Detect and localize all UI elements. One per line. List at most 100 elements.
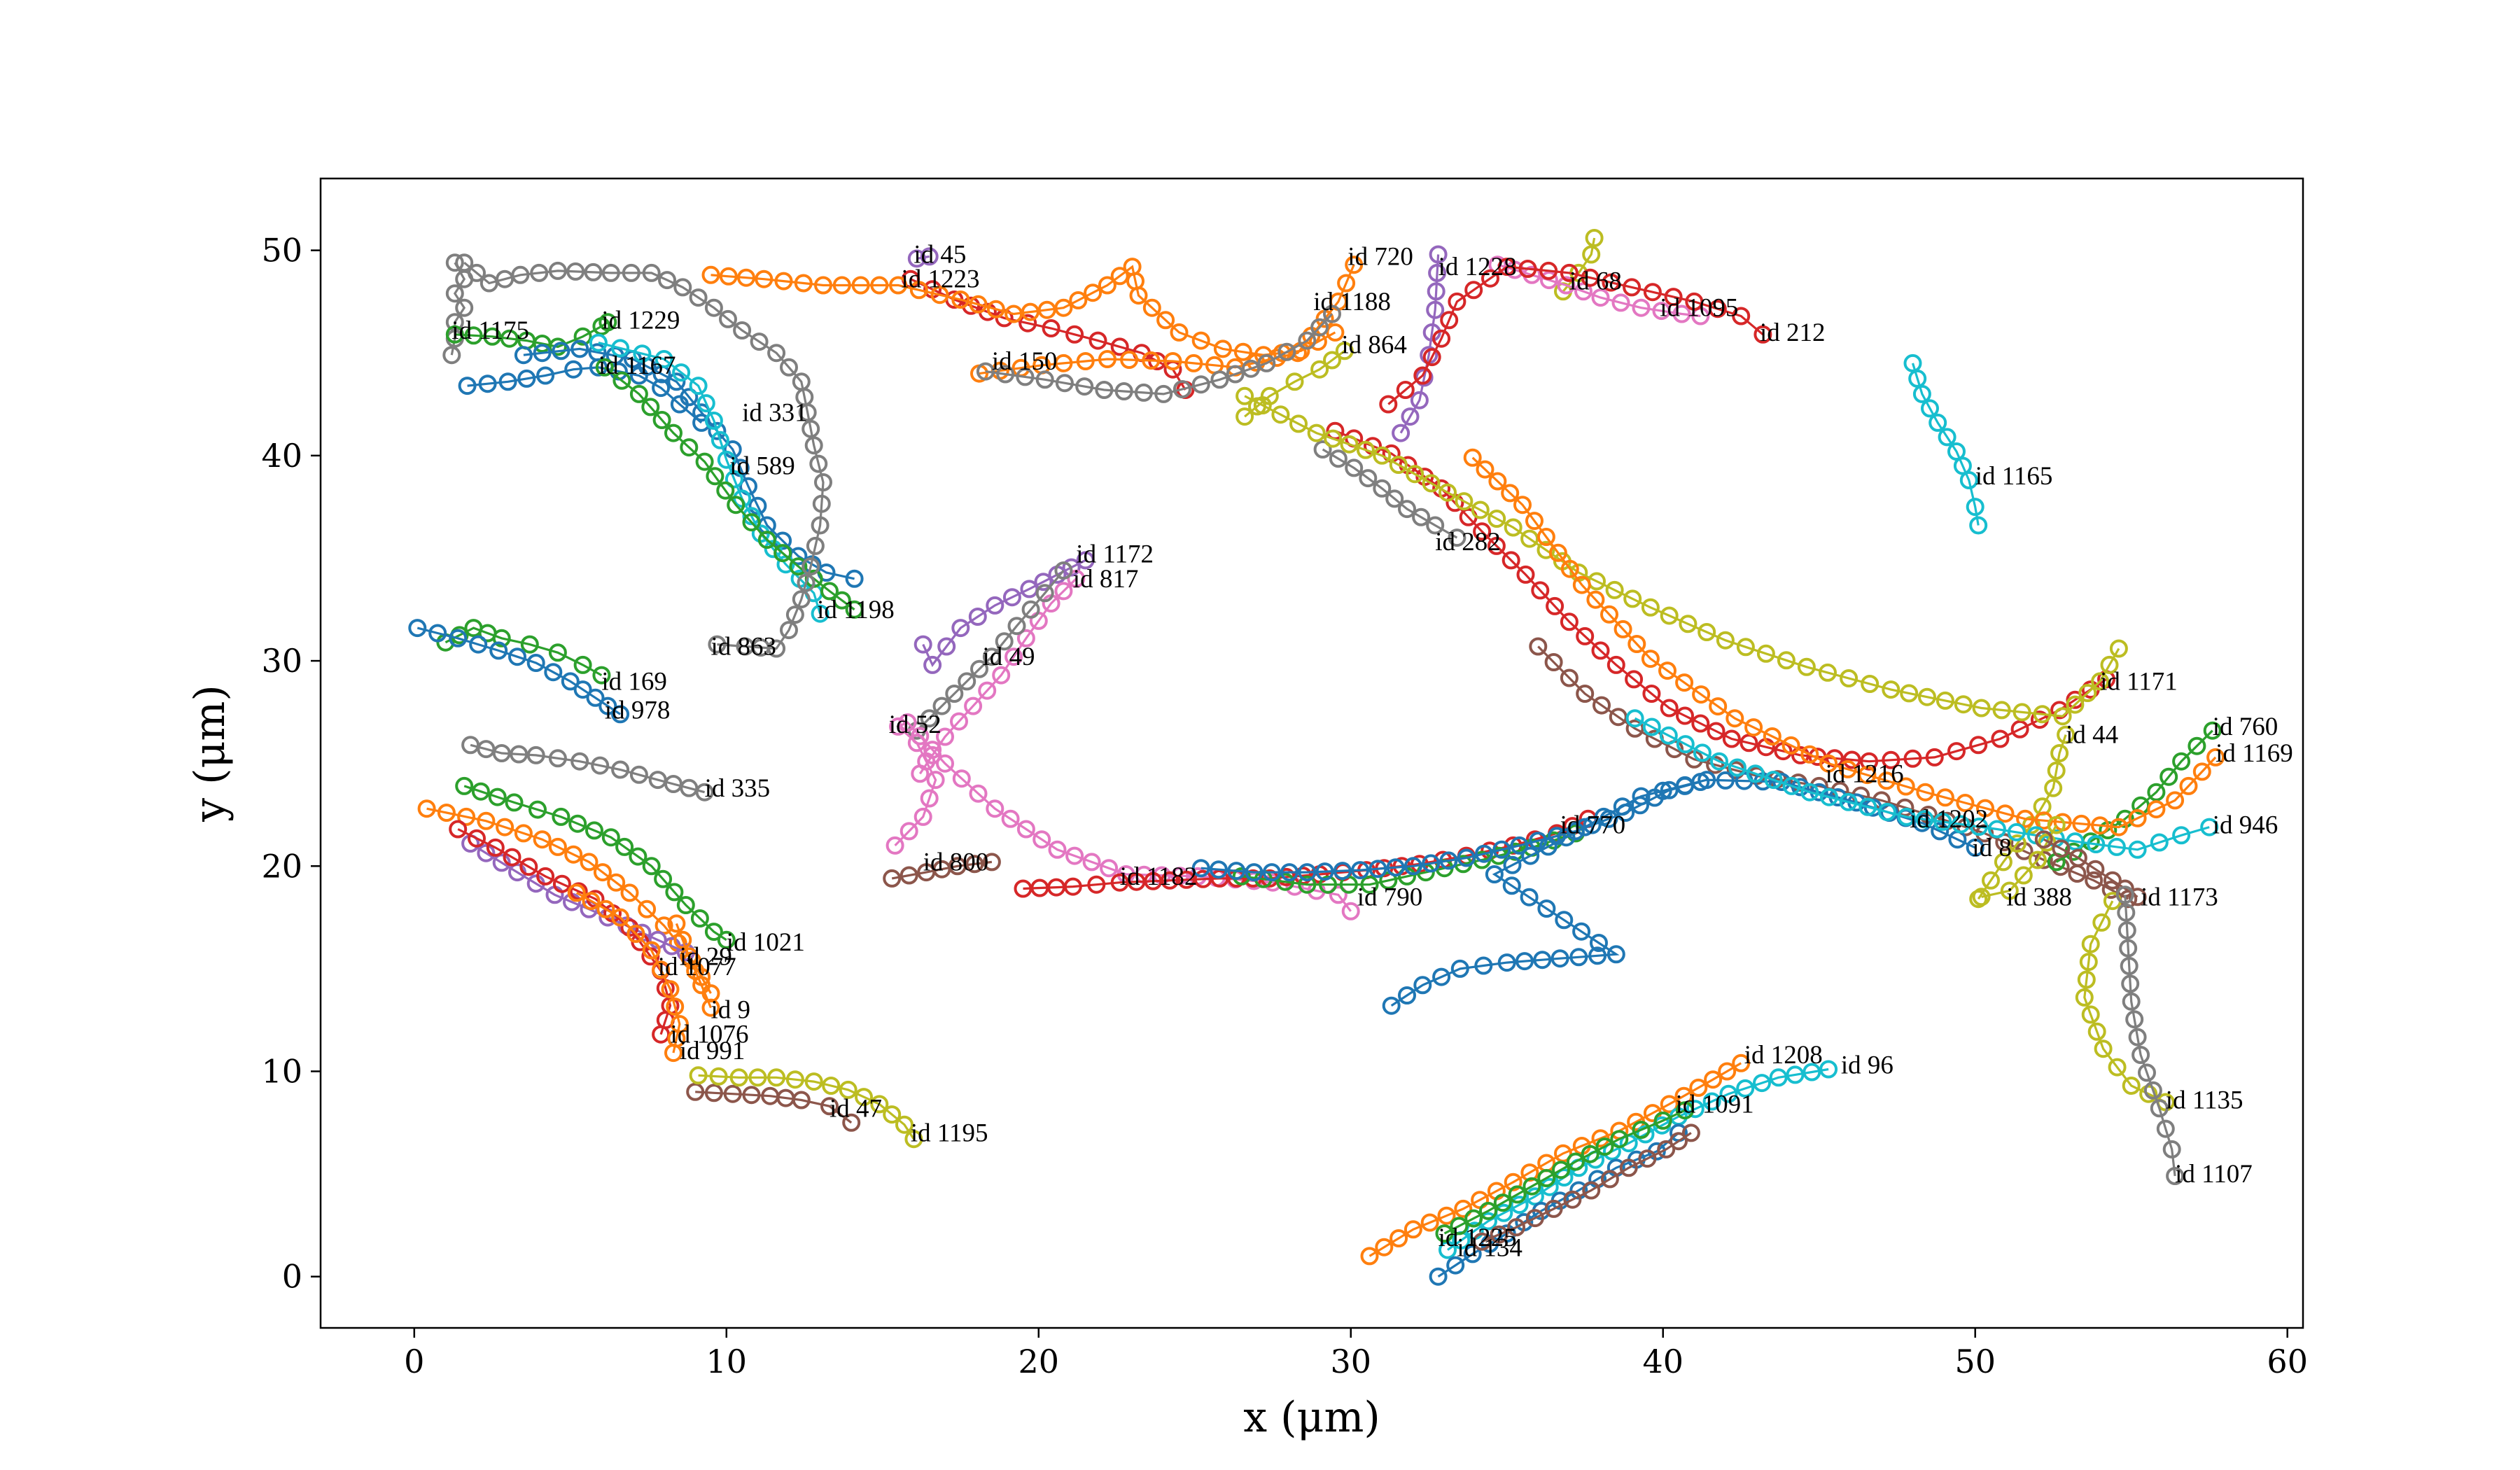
track-point — [1582, 1181, 1601, 1200]
track-label: id 1202 — [1910, 805, 1988, 834]
track-point — [2166, 1167, 2185, 1185]
track-point — [1446, 1256, 1465, 1275]
track-point — [1213, 340, 1232, 358]
track-point — [498, 372, 517, 391]
track-line — [2043, 838, 2138, 898]
track-point — [533, 344, 552, 363]
track-point — [1067, 569, 1086, 588]
x-tick-label: 50 — [1954, 1343, 1996, 1380]
track-point — [2079, 953, 2098, 972]
track-point — [1134, 383, 1153, 402]
track-point — [1557, 276, 1576, 295]
track-point — [1007, 617, 1026, 636]
track-point — [883, 869, 902, 888]
track-point — [673, 930, 692, 949]
track-point — [895, 1115, 913, 1134]
track-point — [1413, 976, 1432, 995]
track-point — [1708, 300, 1727, 318]
track-point — [1481, 269, 1499, 288]
track-label: id 864 — [1341, 331, 1407, 360]
track-point — [449, 629, 468, 648]
track-series — [455, 776, 736, 949]
track-point — [920, 789, 939, 808]
track-point — [2120, 957, 2138, 975]
track-point — [913, 635, 932, 654]
track-point — [1591, 641, 1610, 660]
track-point — [492, 629, 511, 648]
track-point — [1432, 329, 1451, 348]
track-point — [1360, 875, 1379, 894]
track-point — [1938, 428, 1956, 447]
track-point — [1800, 783, 1819, 802]
track-point — [1100, 859, 1119, 878]
track-point — [1777, 651, 1795, 670]
track-point — [1333, 862, 1352, 881]
track-point — [968, 608, 987, 626]
track-point — [1323, 304, 1341, 323]
track-point — [1763, 727, 1782, 746]
track-point — [920, 247, 939, 266]
x-tick-label: 20 — [1018, 1343, 1059, 1380]
track-point — [548, 261, 567, 280]
track-point — [811, 604, 830, 623]
track-point — [511, 265, 530, 284]
track-point — [1918, 687, 1936, 706]
track-point — [1976, 799, 1994, 818]
track-point — [1437, 1206, 1456, 1225]
track-point — [1510, 836, 1529, 855]
track-point — [2121, 974, 2140, 993]
track-point — [1310, 318, 1329, 337]
track-point — [1726, 709, 1744, 728]
track-point — [1769, 1068, 1788, 1087]
track-point — [717, 930, 736, 949]
track-point — [595, 358, 614, 377]
track-point — [517, 369, 536, 388]
track-series — [455, 253, 832, 658]
track-point — [654, 916, 673, 935]
track-point — [483, 327, 502, 346]
track-label: id 1167 — [598, 351, 676, 380]
track-point — [455, 253, 474, 272]
track-point — [1493, 1194, 1512, 1212]
track-point — [802, 419, 820, 438]
track-point — [689, 288, 708, 307]
track-point — [2087, 835, 2106, 853]
track-point — [1438, 1240, 1457, 1259]
track-point — [1390, 1229, 1408, 1247]
track-point — [1004, 648, 1023, 666]
track-point — [1736, 1079, 1755, 1098]
track-point — [1280, 863, 1298, 882]
track-point — [1537, 899, 1556, 918]
track-point — [573, 655, 592, 674]
track-point — [936, 727, 954, 746]
track-point — [1728, 758, 1746, 777]
track-label: id 817 — [1073, 565, 1139, 594]
track-point — [2160, 767, 2178, 786]
track-point — [755, 270, 774, 288]
track-point — [1054, 561, 1073, 580]
track-label: id 1172 — [1076, 540, 1154, 569]
track-point — [2166, 791, 2185, 810]
track-point — [520, 635, 539, 654]
track-point — [1719, 1084, 1738, 1103]
track-series — [1360, 1054, 1751, 1266]
track-point — [1473, 522, 1492, 541]
track-point — [1503, 855, 1522, 874]
track-point — [1572, 575, 1591, 594]
track-point — [920, 709, 939, 728]
track-point — [1709, 697, 1728, 716]
track-point — [1670, 1132, 1688, 1151]
track-point — [1877, 802, 1896, 821]
track-point — [1191, 859, 1210, 878]
track-point — [1531, 581, 1550, 600]
track-point — [1653, 781, 1672, 800]
track-point — [1672, 304, 1691, 323]
track-point — [1360, 1247, 1379, 1266]
track-point — [2118, 921, 2136, 940]
track-label: id 52 — [889, 710, 941, 739]
track-point — [1704, 1070, 1723, 1089]
track-point — [1021, 600, 1040, 619]
track-point — [1480, 1234, 1499, 1253]
track-point — [1915, 810, 1934, 829]
track-line — [1911, 363, 1980, 526]
